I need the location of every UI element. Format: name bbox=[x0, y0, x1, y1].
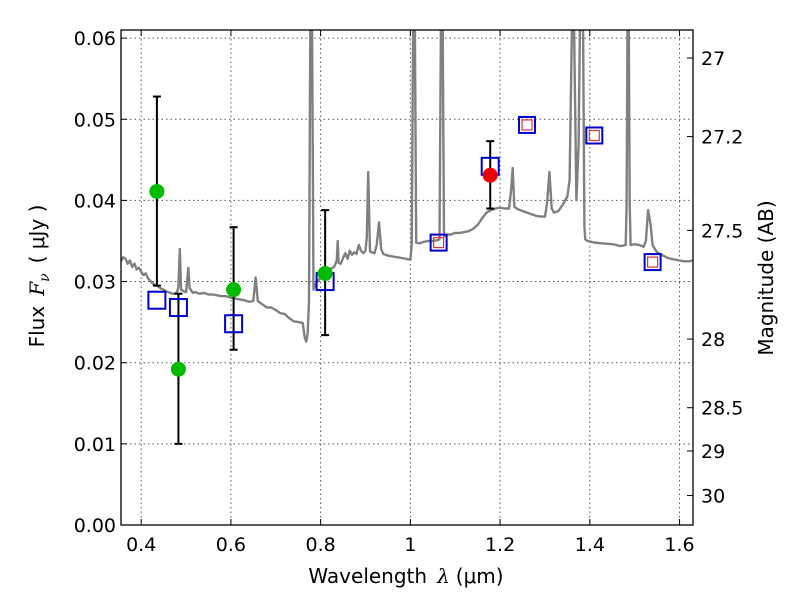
model-square-marker bbox=[168, 298, 188, 318]
model-square-inner-marker bbox=[588, 129, 600, 142]
model-square-marker bbox=[147, 290, 167, 310]
markers-layer bbox=[147, 95, 662, 445]
right-tick-label: 27.2 bbox=[701, 127, 743, 149]
right-tick-label: 28.5 bbox=[701, 398, 743, 420]
model-square-inner-marker bbox=[521, 119, 533, 131]
right-tick-label: 27.5 bbox=[701, 220, 743, 242]
spectrum-layer bbox=[121, 30, 693, 343]
right-tick-label: 28 bbox=[701, 329, 725, 351]
right-tick-label: 27 bbox=[701, 48, 725, 70]
y-tick-label: 0.06 bbox=[74, 28, 116, 50]
y-axis-label-subscript: ν bbox=[37, 273, 53, 282]
right-tick-label: 29 bbox=[701, 441, 725, 463]
model-square-outer-marker bbox=[643, 253, 662, 272]
model-square-outer-marker bbox=[585, 126, 604, 145]
y-axis-label-prefix: Flux bbox=[25, 306, 49, 348]
green-point-marker bbox=[226, 282, 242, 298]
y-axis-label-unit: ( μJy ) bbox=[25, 205, 49, 264]
x-tick-label: 0.6 bbox=[216, 534, 246, 556]
y-axis-label: Flux Fν ( μJy ) bbox=[25, 205, 53, 348]
x-tick-label: 1.2 bbox=[485, 534, 515, 556]
model-square-inner-marker bbox=[647, 256, 659, 268]
model-square-inner-marker bbox=[433, 237, 445, 249]
x-tick-label: 1 bbox=[404, 534, 416, 556]
y-tick-label: 0.02 bbox=[74, 353, 116, 375]
x-tick-label: 1.6 bbox=[664, 534, 694, 556]
plot-frame bbox=[120, 29, 694, 526]
y-axis-label-symbol: F bbox=[25, 281, 49, 297]
model-square-outer-marker bbox=[429, 233, 448, 252]
x-axis-label-unit: (μm) bbox=[456, 564, 504, 588]
model-square-marker bbox=[224, 314, 244, 334]
y-tick-label: 0.00 bbox=[74, 515, 116, 537]
x-tick-label: 1.4 bbox=[575, 534, 605, 556]
green-point-marker bbox=[170, 361, 186, 377]
x-axis-label-symbol: λ bbox=[436, 564, 450, 588]
green-point-marker bbox=[317, 265, 333, 281]
grid-lines bbox=[121, 30, 693, 526]
x-axis-label-prefix: Wavelength bbox=[308, 564, 427, 588]
green-point-marker bbox=[149, 183, 165, 199]
y-tick-label: 0.03 bbox=[74, 272, 116, 294]
x-tick-label: 0.4 bbox=[126, 534, 156, 556]
red-point-marker bbox=[482, 167, 498, 183]
model-square-outer-marker bbox=[518, 115, 537, 134]
x-tick-label: 0.8 bbox=[306, 534, 336, 556]
x-axis-label: Wavelength λ (μm) bbox=[308, 564, 503, 588]
y-tick-label: 0.05 bbox=[74, 109, 116, 131]
right-axis-label: Magnitude (AB) bbox=[754, 200, 778, 355]
y-tick-label: 0.01 bbox=[74, 434, 116, 456]
right-tick-label: 30 bbox=[701, 486, 725, 508]
ticks-layer: 0.4 0.6 0.8 1 1.2 1.4 1.6 0.00 0.01 0.02 0.03 0.04 0… bbox=[74, 28, 744, 556]
spectrum-line bbox=[121, 30, 693, 343]
y-tick-label: 0.04 bbox=[74, 190, 116, 212]
